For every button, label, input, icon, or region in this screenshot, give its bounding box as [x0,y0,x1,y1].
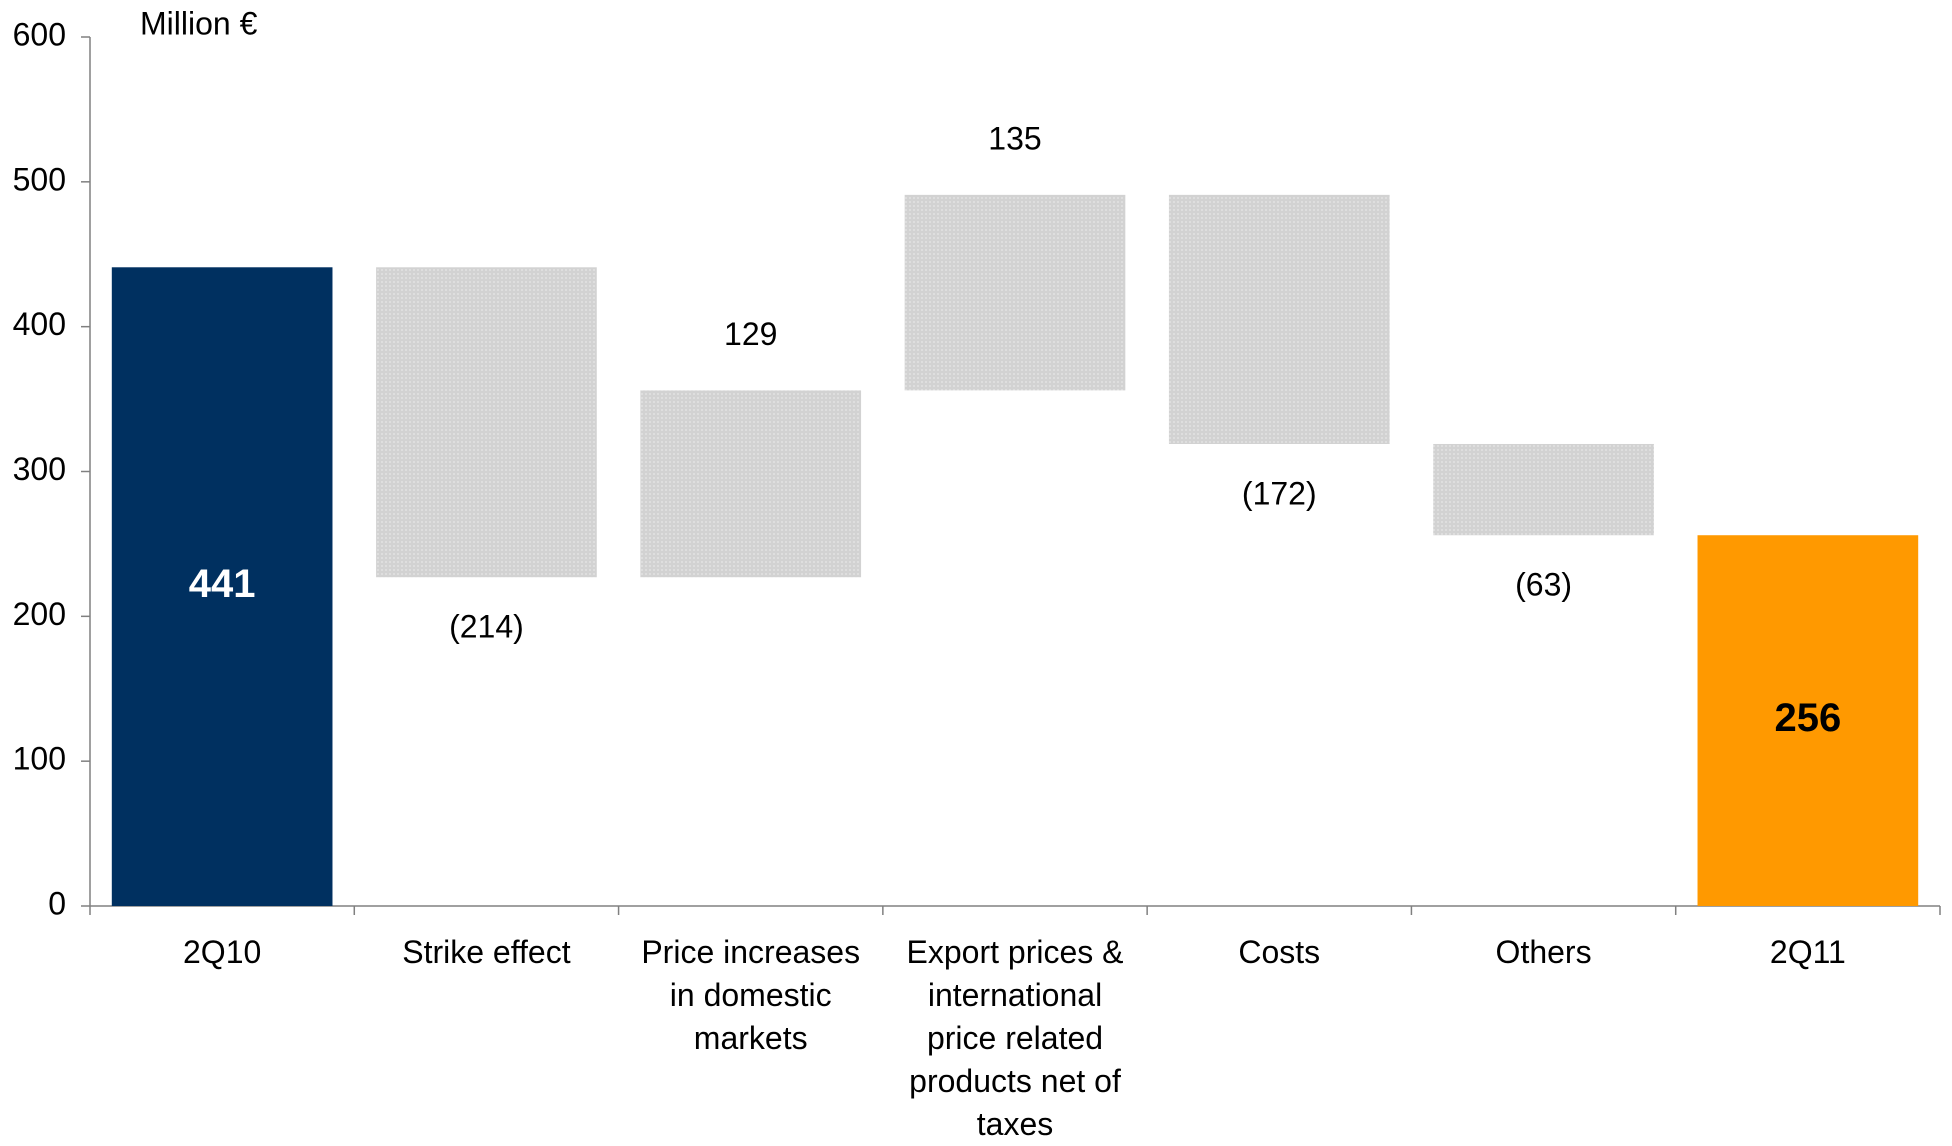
bar-texture [1168,194,1390,444]
y-tick-label: 500 [13,161,66,197]
x-tick-label: Export prices & international price rela… [906,934,1124,1142]
value-label: 129 [724,316,777,352]
x-tick-label: Costs [1238,934,1321,970]
bar [1697,535,1919,906]
bar-texture [904,194,1126,391]
value-label: 135 [988,120,1041,156]
bar [111,267,333,906]
value-label: (63) [1515,567,1572,603]
value-label: (172) [1242,475,1317,511]
bar-texture [1433,443,1654,536]
bar-texture [376,267,597,578]
y-tick-label: 600 [13,16,66,52]
y-axis-label: Million € [140,5,258,41]
value-label: 256 [1774,696,1841,740]
value-label: 441 [189,562,256,606]
x-tick-label: 2Q10 [183,934,262,970]
y-tick-label: 100 [13,741,66,777]
x-tick-label: Others [1495,934,1592,970]
value-label: (214) [449,609,524,645]
y-tick-label: 0 [48,885,66,921]
y-tick-label: 400 [13,306,66,342]
x-tick-label: Price increases in domestic markets [641,934,861,1056]
y-tick-label: 200 [13,596,66,632]
x-tick-label: Strike effect [402,934,571,970]
bar-texture [640,390,862,578]
y-tick-label: 300 [13,451,66,487]
x-tick-label: 2Q11 [1769,934,1846,970]
